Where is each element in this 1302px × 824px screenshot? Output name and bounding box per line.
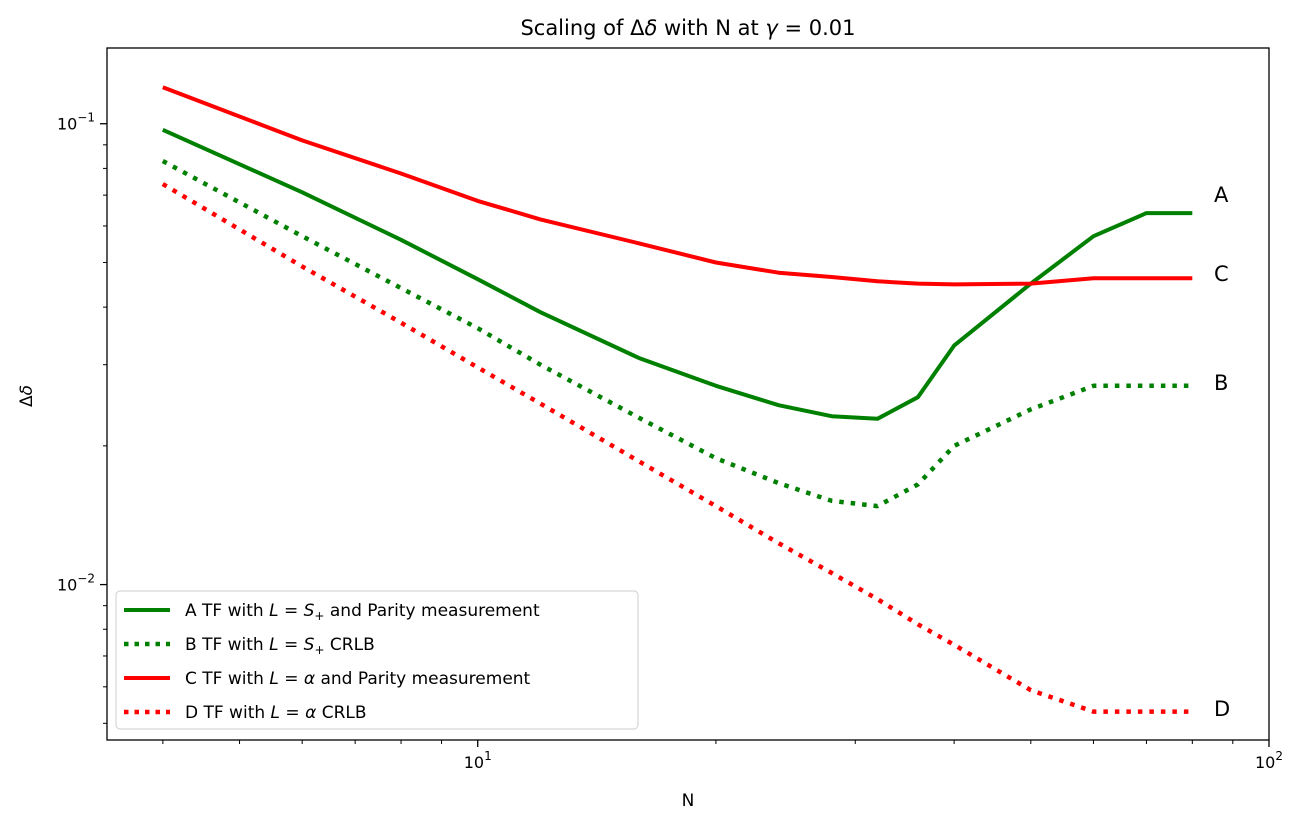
legend-label-d: D TF with L = α CRLB <box>185 703 367 723</box>
x-tick-label: 101 <box>464 749 492 772</box>
chart-title: Scaling of Δδ with N at γ = 0.01 <box>520 16 855 40</box>
y-tick-label: 10−1 <box>57 111 95 134</box>
legend: A TF with L = S+ and Parity measurement … <box>115 590 639 730</box>
series-line-a <box>161 127 1193 421</box>
legend-label-a: A TF with L = S+ and Parity measurement <box>185 601 540 623</box>
y-tick-label: 10−2 <box>57 572 95 595</box>
series-end-label-c: C <box>1214 262 1229 286</box>
series-end-label-d: D <box>1214 697 1230 721</box>
x-tick-label: 102 <box>1255 749 1283 772</box>
legend-label-c: C TF with L = α and Parity measurement <box>185 669 531 689</box>
series-end-label-b: B <box>1214 371 1228 395</box>
series-layer <box>161 85 1193 714</box>
tick-layer: 101 102 10−1 10−2 <box>57 111 1283 772</box>
axes-frame <box>106 47 1270 741</box>
legend-box <box>115 590 639 730</box>
y-axis-label: Δδ <box>17 385 37 407</box>
series-line-b <box>161 159 1193 509</box>
series-line-c <box>162 85 1193 287</box>
series-line-d <box>161 182 1193 714</box>
legend-label-b: B TF with L = S+ CRLB <box>185 635 375 657</box>
series-end-label-a: A <box>1214 183 1229 207</box>
x-axis-label: N <box>682 791 695 811</box>
